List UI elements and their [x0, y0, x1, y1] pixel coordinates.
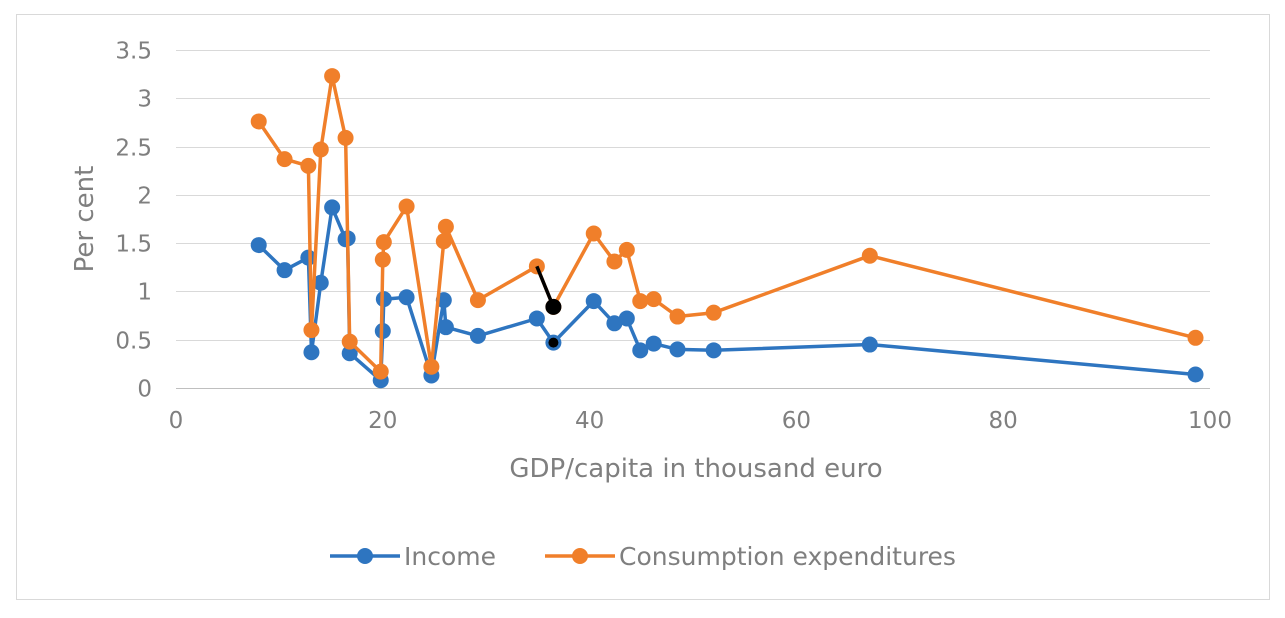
x-tick-label: 60 [782, 408, 811, 434]
data-point-consumption-expenditures [423, 358, 440, 375]
data-point-income [705, 342, 722, 359]
data-point-consumption-expenditures [585, 225, 602, 242]
highlight-point [548, 337, 559, 348]
data-point-consumption-expenditures [375, 234, 392, 251]
x-tick-label: 80 [989, 408, 1018, 434]
data-point-consumption-expenditures [250, 113, 267, 130]
data-point-income [585, 293, 602, 310]
x-tick-label: 0 [169, 408, 184, 434]
data-point-income [300, 249, 317, 266]
legend: Income Consumption expenditures [330, 542, 956, 571]
data-point-consumption-expenditures [705, 304, 722, 321]
data-point-consumption-expenditures [341, 333, 358, 350]
data-point-consumption-expenditures [606, 253, 623, 270]
data-point-income [632, 342, 649, 359]
data-point-consumption-expenditures [372, 363, 389, 380]
data-point-consumption-expenditures [337, 129, 354, 146]
legend-swatch-marker [357, 548, 373, 564]
y-tick-label: 2 [137, 184, 152, 210]
data-point-consumption-expenditures [469, 292, 486, 309]
data-point-income [324, 199, 341, 216]
data-point-consumption-expenditures [435, 233, 452, 250]
y-tick-label: 0.5 [115, 329, 152, 355]
data-point-income [276, 262, 293, 279]
x-axis-title: GDP/capita in thousand euro [509, 454, 882, 484]
highlight-point [545, 298, 562, 315]
y-tick-label: 3 [137, 87, 152, 113]
legend-label: Income [404, 542, 496, 571]
data-point-income [645, 335, 662, 352]
data-point-income [861, 336, 878, 353]
data-point-income [303, 344, 320, 361]
y-tick-label: 3.5 [115, 39, 152, 65]
tick-labels: 0 0.5 1 1.5 2 2.5 3 3.5 0 20 40 60 80 100 [115, 39, 1232, 435]
data-point-income [250, 237, 267, 254]
y-tick-label: 1.5 [115, 232, 152, 258]
data-point-consumption-expenditures [312, 141, 329, 158]
data-point-income [669, 341, 686, 358]
data-point-income [528, 310, 545, 327]
y-axis-title: Per cent [70, 166, 100, 273]
y-tick-label: 0 [137, 377, 152, 403]
data-point-income [437, 319, 454, 336]
data-point-consumption-expenditures [632, 293, 649, 310]
data-point-income [618, 310, 635, 327]
x-tick-label: 40 [575, 408, 604, 434]
x-tick-label: 20 [368, 408, 397, 434]
legend-item-income: Income [330, 542, 496, 571]
y-tick-label: 2.5 [115, 136, 152, 162]
data-point-income [341, 345, 358, 362]
data-point-consumption-expenditures [1187, 329, 1204, 346]
data-point-income [606, 315, 623, 332]
legend-label: Consumption expenditures [619, 542, 956, 571]
data-point-income [398, 289, 415, 306]
x-tick-label: 100 [1188, 408, 1232, 434]
data-point-consumption-expenditures [861, 247, 878, 264]
data-point-income [469, 327, 486, 344]
data-point-consumption-expenditures [437, 218, 454, 235]
series-layer [250, 68, 1204, 389]
legend-swatch-marker [572, 548, 588, 564]
data-point-consumption-expenditures [669, 308, 686, 325]
data-point-consumption-expenditures [398, 198, 415, 215]
data-point-consumption-expenditures [618, 241, 635, 258]
legend-item-consumption-expenditures: Consumption expenditures [545, 542, 956, 571]
data-point-income [375, 291, 392, 308]
data-point-consumption-expenditures [300, 157, 317, 174]
data-point-income [312, 274, 329, 291]
data-point-consumption-expenditures [324, 68, 341, 85]
y-tick-label: 1 [137, 280, 152, 306]
data-point-consumption-expenditures [645, 291, 662, 308]
data-point-consumption-expenditures [303, 322, 320, 339]
data-point-income [1187, 366, 1204, 383]
data-point-consumption-expenditures [374, 251, 391, 268]
data-point-consumption-expenditures [276, 151, 293, 168]
